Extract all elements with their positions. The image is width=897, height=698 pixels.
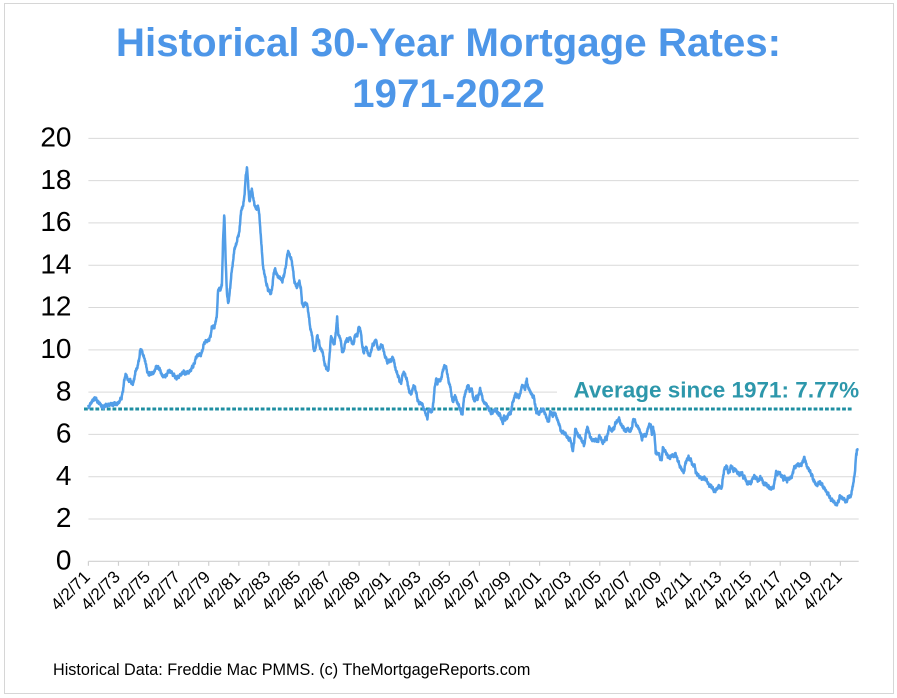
svg-text:2: 2 [56,502,72,533]
svg-text:20: 20 [40,122,71,153]
svg-text:18: 18 [40,164,71,195]
svg-text:16: 16 [40,206,71,237]
svg-text:8: 8 [56,375,72,406]
svg-text:14: 14 [40,248,71,279]
svg-text:4: 4 [56,460,72,491]
svg-text:6: 6 [56,418,72,449]
svg-text:12: 12 [40,291,71,322]
svg-text:Average since 1971: 7.77%: Average since 1971: 7.77% [574,378,860,403]
svg-text:10: 10 [40,333,71,364]
svg-text:0: 0 [56,545,72,576]
